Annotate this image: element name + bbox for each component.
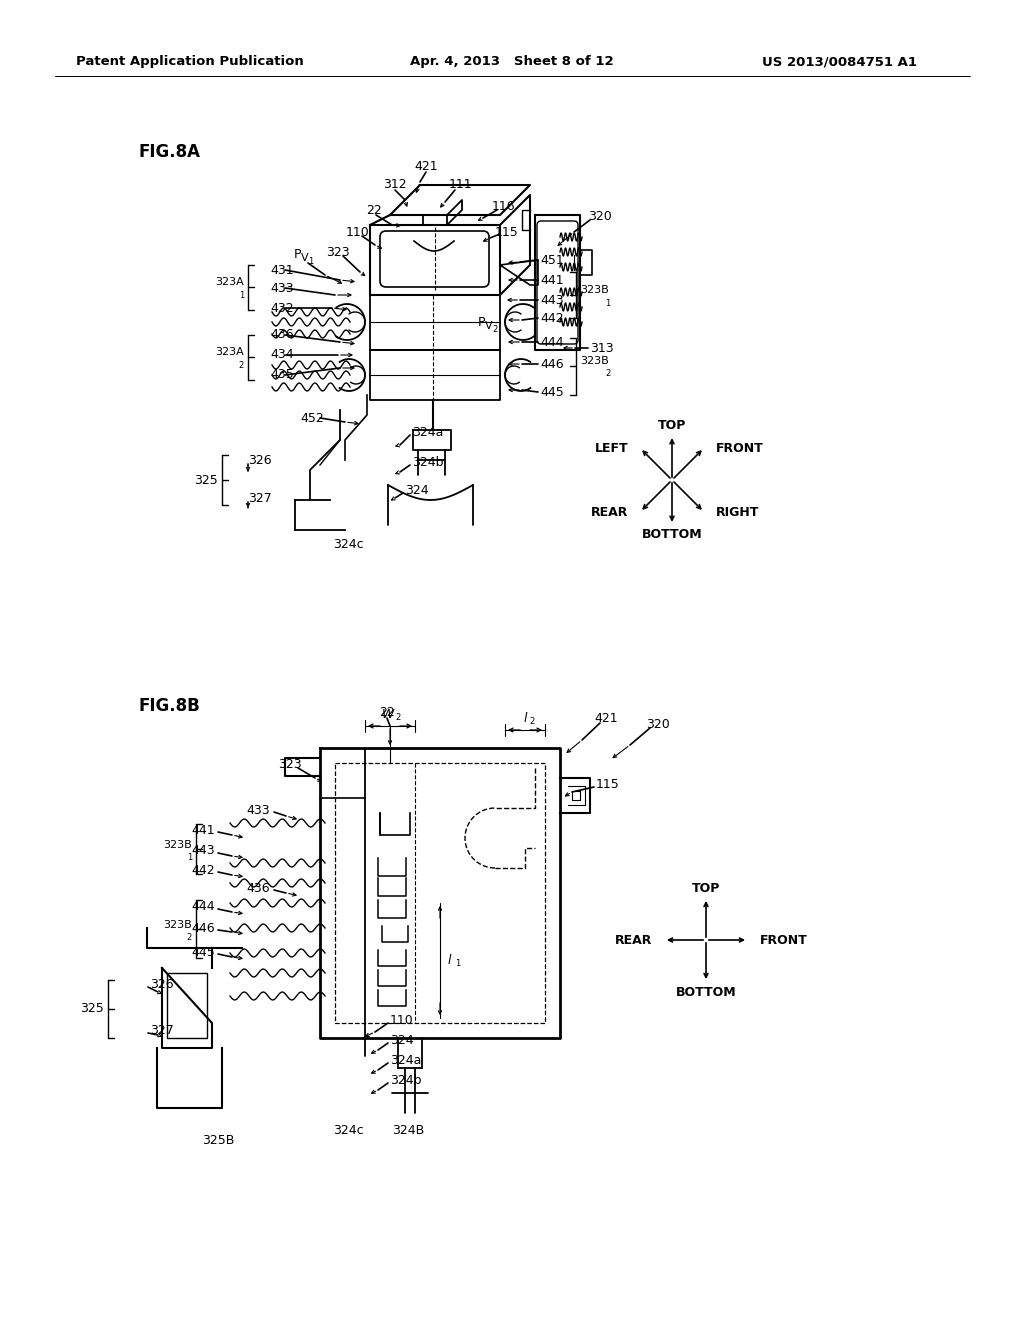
Text: 1: 1 <box>605 298 610 308</box>
Text: 1: 1 <box>239 290 244 300</box>
Text: 431: 431 <box>270 264 294 276</box>
Text: 446: 446 <box>191 921 215 935</box>
Text: 110: 110 <box>346 226 370 239</box>
Text: REAR: REAR <box>614 933 652 946</box>
Text: 116: 116 <box>492 201 515 214</box>
Text: 110: 110 <box>390 1014 414 1027</box>
Text: TOP: TOP <box>692 882 720 895</box>
Text: TOP: TOP <box>657 418 686 432</box>
Text: 22: 22 <box>367 203 382 216</box>
Text: BOTTOM: BOTTOM <box>642 528 702 541</box>
Text: 115: 115 <box>496 226 519 239</box>
Text: 312: 312 <box>383 177 407 190</box>
Text: 323: 323 <box>279 758 302 771</box>
Text: 323B: 323B <box>163 920 193 931</box>
Text: Patent Application Publication: Patent Application Publication <box>76 55 304 69</box>
Text: 433: 433 <box>247 804 270 817</box>
Text: 445: 445 <box>191 945 215 958</box>
Text: 441: 441 <box>540 273 563 286</box>
Text: 323B: 323B <box>580 356 608 366</box>
Text: 452: 452 <box>300 412 324 425</box>
Text: 327: 327 <box>248 491 271 504</box>
Text: 446: 446 <box>540 358 563 371</box>
Text: FIG.8B: FIG.8B <box>138 697 200 715</box>
Text: 313: 313 <box>590 342 613 355</box>
Text: FRONT: FRONT <box>760 933 808 946</box>
Text: RIGHT: RIGHT <box>716 506 760 519</box>
Text: 323B: 323B <box>580 285 608 294</box>
Text: 324c: 324c <box>333 1123 364 1137</box>
Text: 443: 443 <box>540 293 563 306</box>
Text: 421: 421 <box>414 160 438 173</box>
Text: LEFT: LEFT <box>594 441 628 454</box>
Text: 1: 1 <box>308 257 313 267</box>
Text: 2: 2 <box>239 360 244 370</box>
Text: 324b: 324b <box>412 455 443 469</box>
Text: 432: 432 <box>270 301 294 314</box>
Text: 324a: 324a <box>390 1053 421 1067</box>
Text: 421: 421 <box>594 711 617 725</box>
Text: 324: 324 <box>390 1034 414 1047</box>
Text: 442: 442 <box>540 312 563 325</box>
Text: REAR: REAR <box>591 506 628 519</box>
Text: 325: 325 <box>80 1002 104 1015</box>
Text: Apr. 4, 2013   Sheet 8 of 12: Apr. 4, 2013 Sheet 8 of 12 <box>411 55 613 69</box>
Text: 324a: 324a <box>412 425 443 438</box>
Text: 451: 451 <box>540 253 564 267</box>
Text: 115: 115 <box>596 777 620 791</box>
Text: 326: 326 <box>248 454 271 466</box>
Text: 2: 2 <box>186 933 193 942</box>
Text: 2: 2 <box>605 370 610 379</box>
Text: 323A: 323A <box>215 347 244 356</box>
Text: 326: 326 <box>150 978 174 990</box>
Text: W: W <box>382 708 394 721</box>
Text: 324: 324 <box>406 483 429 496</box>
Text: 22: 22 <box>379 706 395 719</box>
Text: 442: 442 <box>191 863 215 876</box>
Text: 441: 441 <box>191 824 215 837</box>
Text: 2: 2 <box>395 714 400 722</box>
Text: BOTTOM: BOTTOM <box>676 986 736 998</box>
Text: 325: 325 <box>195 474 218 487</box>
Text: 323A: 323A <box>215 277 244 286</box>
Text: 323: 323 <box>327 246 350 259</box>
Text: 445: 445 <box>540 385 564 399</box>
Text: 433: 433 <box>270 281 294 294</box>
Text: 436: 436 <box>270 329 294 342</box>
Text: 2: 2 <box>492 326 498 334</box>
Text: 324c: 324c <box>333 539 364 552</box>
Text: 324b: 324b <box>390 1073 422 1086</box>
Text: 320: 320 <box>588 210 612 223</box>
Text: 111: 111 <box>449 177 472 190</box>
Text: 434: 434 <box>270 348 294 362</box>
Text: 327: 327 <box>150 1023 174 1036</box>
Text: l: l <box>523 711 526 725</box>
Text: 1: 1 <box>455 960 460 969</box>
Text: P: P <box>478 315 485 329</box>
Text: 435: 435 <box>270 368 294 381</box>
Text: V: V <box>485 321 493 331</box>
Text: 1: 1 <box>186 854 193 862</box>
Text: FRONT: FRONT <box>716 441 764 454</box>
Text: US 2013/0084751 A1: US 2013/0084751 A1 <box>763 55 918 69</box>
Text: 2: 2 <box>529 718 535 726</box>
Text: l: l <box>449 953 452 966</box>
Text: 324B: 324B <box>392 1123 424 1137</box>
Text: 320: 320 <box>646 718 670 730</box>
Text: P: P <box>294 248 301 261</box>
Text: 443: 443 <box>191 845 215 858</box>
Text: 444: 444 <box>540 335 563 348</box>
Text: 323B: 323B <box>163 840 193 850</box>
Text: 444: 444 <box>191 900 215 913</box>
Text: 325B: 325B <box>202 1134 234 1147</box>
Text: 436: 436 <box>247 882 270 895</box>
Text: V: V <box>301 253 308 263</box>
Text: FIG.8A: FIG.8A <box>138 143 200 161</box>
